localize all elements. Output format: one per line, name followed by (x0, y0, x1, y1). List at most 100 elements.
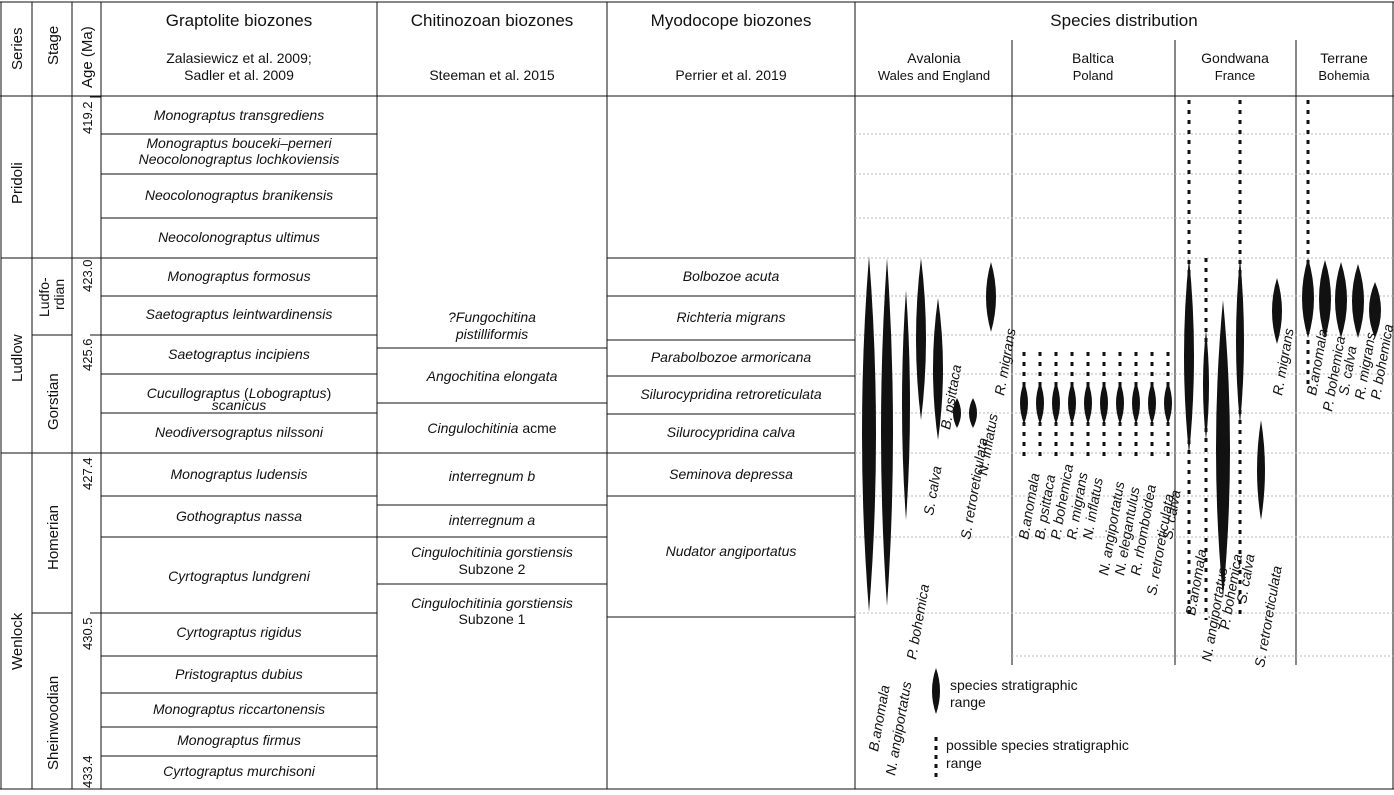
header-stage: Stage (45, 26, 62, 65)
species-range-bar (933, 298, 943, 440)
region-terrane-sub: Bohemia (1318, 68, 1370, 83)
species-label-avalonia: S. calva (920, 464, 944, 516)
species-range-bar (1020, 382, 1028, 424)
age-425-6: 425.6 (80, 338, 95, 371)
series-wenlock: Wenlock (9, 612, 26, 670)
myodocope-zone-label: Richteria migrans (677, 309, 786, 325)
species-range-bar (1052, 382, 1060, 424)
graptolite-title: Graptolite biozones (166, 11, 312, 30)
chitinozoan-zone-subzone1-1: Cingulochitinia gorstiensis (411, 595, 573, 611)
graptolite-ref-2: Sadler et al. 2009 (184, 67, 294, 83)
species-title: Species distribution (1050, 11, 1197, 30)
species-range-bar (1164, 382, 1172, 424)
chitinozoan-zone-interregnum-a: interregnum a (449, 512, 536, 528)
chitinozoan-zone-subzone2-2: Subzone 2 (459, 561, 526, 577)
region-baltica-sub: Poland (1073, 68, 1113, 83)
species-range-bar (862, 256, 876, 612)
graptolite-zone-label: Monograptus riccartonensis (153, 701, 325, 717)
age-427-4: 427.4 (80, 457, 95, 490)
species-range-bar (1369, 282, 1381, 338)
species-range-bar (969, 398, 977, 428)
age-430-5: 430.5 (80, 617, 95, 650)
chitinozoan-zone-acme: Cingulochitinia acme (427, 420, 556, 436)
species-range-bar (1335, 262, 1347, 338)
species-range-bar (1216, 300, 1230, 598)
myodocope-zones: Bolbozoe acuta Richteria migrans Parabolbo… (640, 268, 822, 559)
myodocope-zone-label: Bolbozoe acuta (683, 268, 780, 284)
chitinozoan-zone-angochitina: Angochitina elongata (426, 368, 558, 384)
chitinozoan-zone-fungochitina-1: ?Fungochitina (448, 309, 536, 325)
legend-possible-line1: possible species stratigraphic (946, 737, 1129, 753)
species-label-gondwana: B.anomala (1182, 548, 1209, 617)
header-series: Series (9, 27, 26, 70)
graptolite-zone-label: Cyrtograptus lundgreni (168, 568, 311, 584)
chitinozoan-ref: Steeman et al. 2015 (429, 67, 555, 83)
chitinozoan-zone-fungochitina-2: pistilliformis (455, 326, 528, 342)
stage-ludfordian-2: rdian (51, 279, 67, 310)
myodocope-zone-label: Silurocypridina calva (667, 424, 796, 440)
myodocope-zone-label: Nudator angiportatus (666, 543, 797, 559)
species-range-bar (1302, 258, 1314, 338)
myodocope-zone-label: Seminova depressa (669, 466, 793, 482)
age-433-4: 433.4 (80, 755, 95, 788)
graptolite-zone-label: Cyrtograptus murchisoni (163, 763, 316, 779)
species-range-bar (1184, 258, 1194, 454)
species-range-bar (1084, 382, 1092, 424)
graptolite-zone-label: Monograptus bouceki–perneri (146, 135, 332, 151)
series-pridoli: Pridoli (9, 162, 26, 204)
chitinozoan-zone-subzone1-2: Subzone 1 (459, 611, 526, 627)
graptolite-zone-label: Saetograptus incipiens (168, 346, 310, 362)
graptolite-zone-label: Monograptus firmus (177, 732, 301, 748)
species-ranges (862, 100, 1381, 620)
legend-possible-line2: range (946, 755, 982, 771)
graptolite-zone-label: Monograptus ludensis (171, 466, 308, 482)
legend-range-line2: range (950, 694, 986, 710)
species-label-avalonia: R. migrans (991, 327, 1019, 396)
myodocope-ref: Perrier et al. 2019 (675, 67, 786, 83)
legend: species stratigraphic range possible spe… (932, 668, 1129, 779)
myodocope-zone-label: Silurocypridina retroreticulata (640, 386, 822, 402)
region-terrane: Terrane (1320, 50, 1368, 66)
header-age: Age (Ma) (79, 26, 96, 88)
species-label-avalonia: P. bohemica (903, 583, 932, 661)
chitinozoan-zone-interregnum-b: interregnum b (449, 468, 536, 484)
chitinozoan-zone-subzone2-1: Cingulochitinia gorstiensis (411, 544, 573, 560)
species-range-bar (1257, 420, 1265, 520)
species-range-bar (1036, 382, 1044, 424)
species-range-bar (1100, 382, 1108, 424)
region-avalonia: Avalonia (907, 50, 961, 66)
graptolite-zone-label: Neocolonograptus branikensis (145, 187, 333, 203)
species-range-bar (1272, 278, 1282, 344)
graptolite-zone-label: Monograptus transgrediens (154, 107, 324, 123)
graptolite-zones: Monograptus transgrediens Monograptus bou… (139, 107, 340, 779)
graptolite-zone-label: Pristograptus dubius (175, 666, 303, 682)
stage-ludfordian-1: Ludfo- (36, 277, 52, 317)
species-range-bar (953, 398, 961, 428)
species-range-bar (881, 258, 893, 606)
graptolite-zone-label: Neodiversograptus nilssoni (155, 424, 324, 440)
chitinozoan-title: Chitinozoan biozones (411, 11, 574, 30)
species-label-gondwana: R. migrans (1269, 327, 1297, 396)
species-range-bar (1068, 382, 1076, 424)
region-gondwana-sub: France (1215, 68, 1255, 83)
species-range-bar (902, 290, 910, 520)
legend-range-line1: species stratigraphic (950, 677, 1078, 693)
graptolite-zone-label: Cyrtograptus rigidus (176, 624, 301, 640)
region-baltica: Baltica (1072, 50, 1114, 66)
graptolite-zone-label: Cucullograptus (Lobograptus) (147, 385, 331, 401)
graptolite-zone-label: Neocolonograptus lochkoviensis (139, 151, 340, 167)
species-label-gondwana: S. retroreticulata (1251, 564, 1285, 668)
graptolite-zone-label: scanicus (212, 397, 266, 413)
graptolite-ref-1: Zalasiewicz et al. 2009; (166, 50, 312, 66)
region-avalonia-sub: Wales and England (878, 68, 990, 83)
species-range-bar (916, 258, 926, 420)
graptolite-zone-label: Gothograptus nassa (176, 508, 302, 524)
species-range-bar (1132, 382, 1140, 424)
species-range-bar (986, 262, 996, 332)
species-range-bar (1319, 260, 1331, 338)
myodocope-zone-label: Parabolbozoe armoricana (651, 349, 812, 365)
age-423-0: 423.0 (80, 259, 95, 292)
